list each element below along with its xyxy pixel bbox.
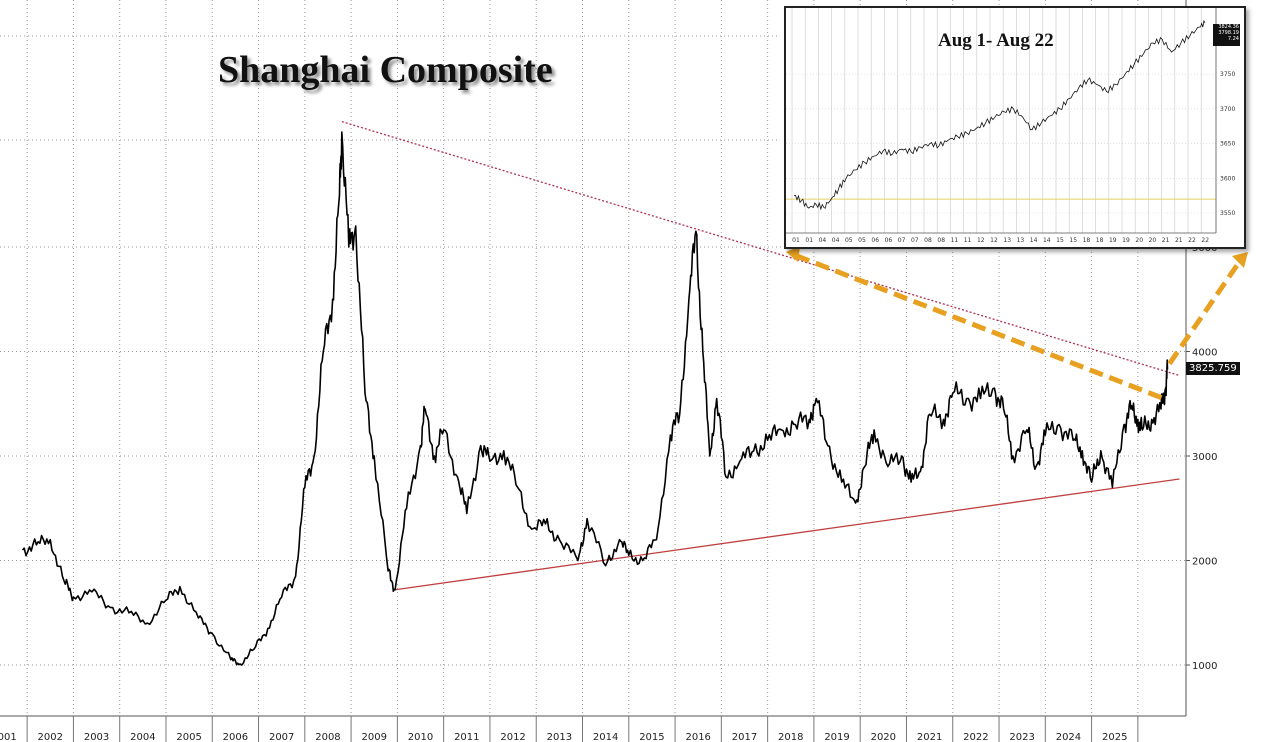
- x-tick-label: 2009: [362, 732, 387, 742]
- x-tick-label: 2012: [500, 732, 525, 742]
- inset-y-tick-label: 3750: [1220, 71, 1235, 78]
- chart-title: Shanghai Composite: [218, 49, 553, 91]
- inset-grid: [786, 8, 1216, 233]
- x-tick-label: 2016: [685, 732, 710, 742]
- inset-series: [793, 19, 1206, 211]
- inset-badge-line: 3824.36: [1218, 24, 1239, 30]
- inset-x-tick-label: 21: [1162, 237, 1170, 244]
- inset-x-tick-label: 12: [990, 237, 998, 244]
- inset-x-tick-label: 04: [832, 237, 840, 244]
- y-tick-label: 3000: [1192, 452, 1217, 463]
- x-tick-label: 2008: [315, 732, 340, 742]
- inset-x-tick-label: 22: [1188, 237, 1196, 244]
- x-tick-label: 2013: [547, 732, 572, 742]
- inset-x-tick-label: 04: [819, 237, 827, 244]
- inset-x-tick-label: 20: [1149, 237, 1157, 244]
- inset-y-tick-label: 3650: [1220, 141, 1235, 148]
- main-series: [21, 131, 1169, 666]
- inset-x-tick-label: 18: [1096, 237, 1104, 244]
- callout-arrows: [786, 246, 1248, 401]
- inset-badge-line: 7.24: [1227, 36, 1239, 42]
- y-tick-label: 2000: [1192, 557, 1217, 568]
- x-tick-label: 2011: [454, 732, 479, 742]
- inset-y-tick-label: 3700: [1220, 106, 1235, 113]
- callout-arrow-left: [791, 251, 1163, 401]
- x-tick-label: 2018: [778, 732, 803, 742]
- inset-x-tick-label: 15: [1069, 237, 1077, 244]
- x-tick-label: 2019: [824, 732, 849, 742]
- inset-chart: 01 01 04 04 05 05 06 06 07 07 08 08 11 11 12 12 13 13 14 14…: [784, 6, 1246, 249]
- main-x-axis: 2001 2002 2003 2004 2005 2006 2007 2008 2009 2010…: [0, 715, 1186, 742]
- x-tick-label: 2024: [1056, 732, 1081, 742]
- inset-x-tick-label: 14: [1043, 237, 1051, 244]
- inset-y-tick-label: 3600: [1220, 175, 1235, 182]
- inset-x-tick-label: 05: [845, 237, 853, 244]
- inset-title: Aug 1- Aug 22: [938, 30, 1054, 51]
- inset-y-tick-label: 3550: [1220, 210, 1235, 217]
- inset-value-badge: 3824.36 3798.19 7.24: [1213, 24, 1240, 46]
- inset-x-tick-label: 06: [871, 237, 879, 244]
- x-tick-label: 2010: [408, 732, 433, 742]
- callout-arrow-right: [1167, 256, 1245, 366]
- x-tick-label: 2017: [732, 732, 757, 742]
- inset-x-tick-label: 19: [1109, 237, 1117, 244]
- inset-x-tick-label: 13: [1003, 237, 1011, 244]
- inset-x-tick-label: 06: [885, 237, 893, 244]
- inset-x-tick-label: 07: [911, 237, 919, 244]
- x-tick-label: 2022: [963, 732, 988, 742]
- y-tick-label: 1000: [1192, 661, 1217, 672]
- x-tick-label: 2005: [176, 732, 201, 742]
- x-tick-label: 2025: [1102, 732, 1127, 742]
- inset-x-tick-label: 13: [1017, 237, 1025, 244]
- inset-x-tick-label: 18: [1083, 237, 1091, 244]
- callout-arrowhead-right: [1232, 252, 1248, 268]
- y-tick-label: 4000: [1192, 348, 1217, 359]
- inset-x-tick-label: 12: [977, 237, 985, 244]
- series-line: [21, 131, 1169, 666]
- inset-x-tick-label: 01: [792, 237, 800, 244]
- x-tick-label: 2020: [871, 732, 896, 742]
- inset-x-tick-label: 22: [1201, 237, 1209, 244]
- inset-x-axis: 01 01 04 04 05 05 06 06 07 07 08 08 11 11 12 12 13 13 14 14…: [786, 232, 1216, 244]
- trendline: [341, 120, 1180, 377]
- inset-series-line: [793, 19, 1206, 211]
- inset-badge-line: 3798.19: [1218, 30, 1239, 36]
- inset-x-tick-label: 20: [1135, 237, 1143, 244]
- x-tick-label: 2014: [593, 732, 618, 742]
- x-tick-label: 2007: [269, 732, 294, 742]
- x-tick-label: 2003: [84, 732, 109, 742]
- inset-x-tick-label: 07: [898, 237, 906, 244]
- callout-arrowhead-left: [786, 246, 800, 262]
- inset-x-tick-label: 15: [1056, 237, 1064, 244]
- main-grid: [0, 0, 1186, 716]
- x-tick-label: 2002: [38, 732, 63, 742]
- inset-x-tick-label: 11: [951, 237, 959, 244]
- inset-plot: 01 01 04 04 05 05 06 06 07 07 08 08 11 11 12 12 13 13 14 14…: [786, 8, 1235, 244]
- trendline: [394, 478, 1180, 591]
- x-tick-label: 2021: [917, 732, 942, 742]
- inset-x-tick-label: 11: [964, 237, 972, 244]
- x-tick-label: 2015: [639, 732, 664, 742]
- inset-x-tick-label: 19: [1122, 237, 1130, 244]
- main-trendlines: [341, 120, 1180, 591]
- inset-x-tick-label: 21: [1175, 237, 1183, 244]
- x-tick-label: 2006: [223, 732, 248, 742]
- inset-x-tick-label: 08: [924, 237, 932, 244]
- inset-x-tick-label: 08: [937, 237, 945, 244]
- x-tick-label: 2001: [0, 732, 17, 742]
- last-value-badge: 3825.759: [1186, 362, 1240, 375]
- inset-x-tick-label: 14: [1030, 237, 1038, 244]
- x-tick-label: 2023: [1009, 732, 1034, 742]
- inset-x-tick-label: 01: [805, 237, 813, 244]
- x-tick-label: 2004: [130, 732, 155, 742]
- inset-x-tick-label: 05: [858, 237, 866, 244]
